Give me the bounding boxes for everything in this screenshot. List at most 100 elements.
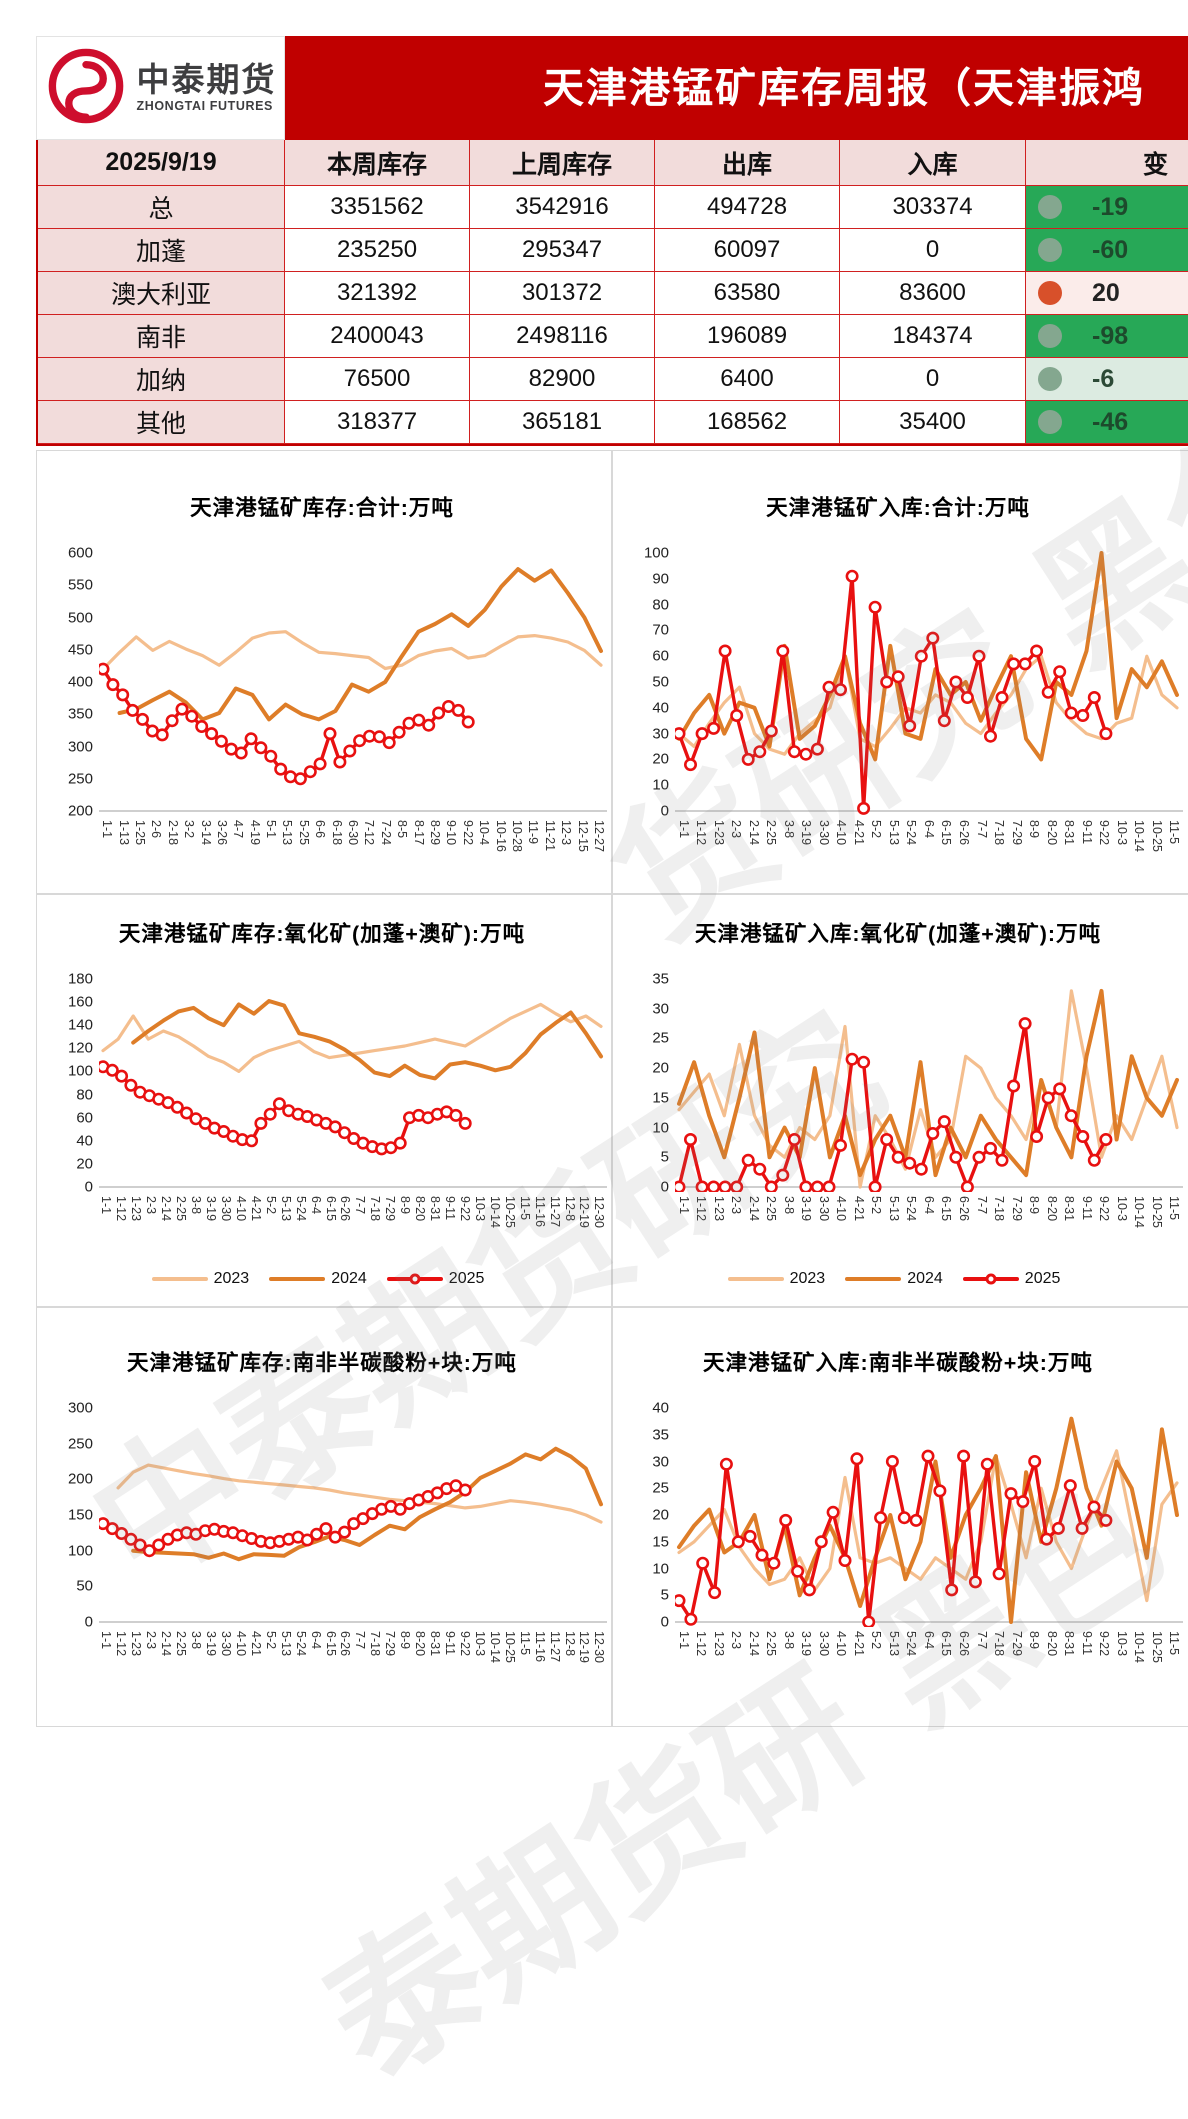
x-tick: 1-23 — [710, 1627, 728, 1701]
data-point-marker — [319, 1522, 333, 1536]
x-tick: 6-15 — [938, 1192, 956, 1266]
data-point-marker — [868, 600, 882, 614]
y-tick-label: 30 — [652, 1000, 669, 1018]
x-tick: 5-13 — [279, 816, 295, 890]
x-tick-label: 3-8 — [781, 820, 796, 839]
x-tick-label: 7-18 — [992, 1196, 1007, 1222]
x-tick-label: 5-2 — [869, 1196, 884, 1215]
y-tick-label: 450 — [67, 641, 93, 659]
legend-label: 2024 — [907, 1270, 943, 1287]
data-point-marker — [834, 1138, 848, 1152]
x-tick: 6-26 — [955, 1192, 973, 1266]
data-point-marker — [234, 746, 248, 760]
data-point-marker — [135, 712, 149, 726]
data-point-marker — [185, 709, 199, 723]
x-tick-label: 1-12 — [694, 1631, 709, 1657]
x-tick: 9-22 — [460, 816, 476, 890]
data-point-marker — [937, 714, 951, 728]
x-tick-label: 3-2 — [182, 820, 197, 839]
x-tick-label: 10-3 — [1114, 1631, 1129, 1657]
value-cell: 82900 — [470, 358, 655, 401]
data-point-marker — [1087, 1153, 1101, 1167]
x-tick: 5-24 — [293, 1627, 308, 1701]
data-point-marker — [1007, 657, 1021, 671]
x-tick-label: 1-1 — [676, 820, 691, 839]
x-tick: 8-31 — [428, 1627, 443, 1701]
chart-legend: 2023 2024 2025 — [37, 1270, 607, 1288]
change-value: -60 — [1092, 235, 1129, 264]
x-tick: 8-31 — [1060, 1192, 1078, 1266]
x-tick: 9-22 — [1095, 1627, 1113, 1701]
data-point-marker — [753, 745, 767, 759]
x-tick-label: 3-30 — [816, 1631, 831, 1657]
x-tick: 10-3 — [472, 1192, 487, 1266]
x-tick: 1-23 — [129, 1192, 144, 1266]
x-tick: 12-15 — [574, 816, 590, 890]
x-tick: 2-25 — [174, 1192, 189, 1266]
y-tick-label: 90 — [652, 570, 669, 588]
x-tick-label: 4-10 — [834, 1631, 849, 1657]
x-tick-label: 9-11 — [1079, 1196, 1094, 1221]
x-tick-label: 5-24 — [904, 1631, 919, 1657]
value-cell: 0 — [840, 358, 1026, 401]
data-point-marker — [116, 688, 130, 702]
x-tick: 2-3 — [728, 1192, 746, 1266]
data-point-marker — [170, 1100, 184, 1114]
x-tick-label: 2-3 — [144, 1631, 159, 1650]
data-point-marker — [124, 1078, 138, 1092]
data-point-marker — [303, 765, 317, 779]
change-value: -6 — [1092, 364, 1115, 393]
x-tick: 2-25 — [763, 1627, 781, 1701]
x-tick-label: 11-9 — [526, 820, 541, 845]
x-tick: 7-29 — [1008, 1192, 1026, 1266]
x-tick: 7-18 — [368, 1192, 383, 1266]
x-tick: 9-11 — [443, 1627, 458, 1701]
x-tick: 11-16 — [532, 1192, 547, 1266]
data-point-marker — [743, 1529, 757, 1543]
data-point-marker — [1075, 1521, 1089, 1535]
data-point-marker — [675, 1180, 686, 1192]
x-tick-label: 11-5 — [517, 1196, 532, 1221]
x-tick: 5-24 — [903, 1627, 921, 1701]
y-tick-label: 0 — [84, 1613, 93, 1631]
data-point-marker — [393, 1136, 407, 1150]
x-tick-label: 2-25 — [764, 1196, 779, 1222]
x-tick: 9-22 — [1095, 816, 1113, 890]
x-tick: 6-4 — [920, 1192, 938, 1266]
x-tick-label: 12-8 — [562, 1196, 577, 1222]
x-tick-label: 1-12 — [114, 1196, 129, 1222]
x-axis-labels: 1-1 1-12 1-23 2-3 2-14 2-25 3-8 3-19 3-30 4-10 4-2… — [675, 816, 1183, 890]
data-point-marker — [675, 1594, 686, 1608]
chart-plot-area: 300 250 200 150 100 50 0 — [47, 1400, 611, 1631]
data-point-marker — [293, 772, 307, 786]
data-point-marker — [764, 1180, 778, 1192]
y-tick-label: 300 — [67, 738, 93, 755]
x-tick-label: 2-14 — [159, 1196, 174, 1222]
x-tick-label: 10-25 — [1149, 820, 1164, 852]
change-cell: -46 — [1026, 401, 1188, 444]
x-tick-label: 10-25 — [1149, 1196, 1164, 1228]
legend-line-2023 — [151, 1277, 208, 1281]
x-tick: 3-19 — [204, 1627, 219, 1701]
y-tick-label: 50 — [652, 673, 669, 691]
data-point-marker — [862, 1615, 876, 1627]
x-tick: 9-22 — [458, 1192, 473, 1266]
y-tick-label: 60 — [652, 647, 669, 665]
x-tick-label: 10-14 — [1132, 820, 1147, 852]
data-point-marker — [458, 1116, 472, 1130]
x-tick: 4-21 — [248, 1192, 263, 1266]
x-tick-label: 8-9 — [1027, 1631, 1042, 1650]
x-tick-label: 7-29 — [1009, 1631, 1024, 1657]
x-tick-label: 11-27 — [547, 1196, 562, 1228]
chart-plot-area: 100 90 80 70 60 50 40 30 20 10 0 — [623, 545, 1188, 820]
data-point-marker — [767, 1556, 781, 1570]
x-tick-label: 1-12 — [694, 820, 709, 846]
chart-legend: 2023 2024 2025 — [613, 1270, 1183, 1288]
data-point-marker — [1087, 1500, 1101, 1514]
x-tick: 8-29 — [427, 816, 443, 890]
legend-marker-icon — [985, 1273, 997, 1285]
plot-canvas — [675, 988, 1183, 1192]
column-header: 上周库存 — [470, 140, 655, 186]
x-tick-label: 6-4 — [921, 1196, 936, 1215]
legend-item-2023: 2023 — [727, 1270, 834, 1288]
